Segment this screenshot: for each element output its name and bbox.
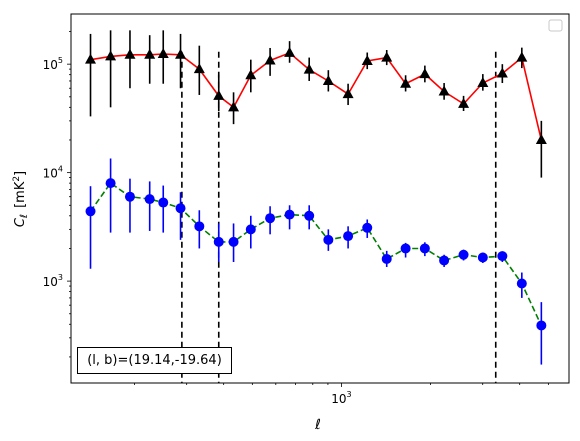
y-axis-label-symbol: C bbox=[13, 217, 28, 227]
triangle-marker bbox=[477, 77, 489, 88]
circle-marker bbox=[228, 236, 239, 247]
circle-marker bbox=[343, 231, 354, 242]
triangle-marker bbox=[264, 54, 276, 65]
circle-marker bbox=[536, 320, 547, 331]
circle-marker bbox=[124, 191, 135, 202]
circle-marker bbox=[245, 224, 256, 235]
vertical-lines bbox=[181, 51, 497, 383]
triangle-marker bbox=[342, 88, 354, 99]
triangle-marker bbox=[245, 69, 257, 80]
annotation-text: (l, b)=(19.14,-19.64) bbox=[87, 353, 222, 368]
triangle-marker bbox=[193, 63, 205, 74]
circle-marker bbox=[175, 203, 186, 214]
x-tick-label: 103 bbox=[331, 390, 351, 406]
triangle-marker bbox=[175, 48, 187, 59]
circle-marker bbox=[304, 210, 315, 221]
circle-marker bbox=[144, 194, 155, 205]
y-axis-label: Cℓ [mK2] bbox=[12, 171, 30, 227]
x-tick-label-base: 10 bbox=[331, 392, 346, 406]
triangle-marker bbox=[535, 133, 547, 144]
circle-marker bbox=[439, 255, 450, 266]
triangle-marker bbox=[381, 51, 393, 62]
circle-marker bbox=[381, 253, 392, 264]
y-tick-label-base: 10 bbox=[43, 275, 58, 289]
circle-marker bbox=[362, 222, 373, 233]
triangle-marker bbox=[303, 63, 315, 74]
annotation-box: (l, b)=(19.14,-19.64) bbox=[77, 347, 232, 374]
triangle-marker bbox=[458, 97, 470, 108]
circle-marker bbox=[85, 206, 96, 217]
y-tick-label-base: 10 bbox=[43, 167, 58, 181]
y-tick-label-exponent: 5 bbox=[58, 56, 63, 65]
circle-marker bbox=[158, 197, 169, 208]
legend-box bbox=[548, 19, 563, 32]
y-tick-label: 103 bbox=[43, 273, 63, 289]
circle-marker bbox=[265, 213, 276, 224]
y-tick-label-exponent: 4 bbox=[58, 165, 63, 174]
triangle-marker bbox=[516, 51, 528, 62]
triangle-marker bbox=[496, 67, 508, 78]
y-tick-label-base: 10 bbox=[43, 58, 58, 72]
triangle-marker bbox=[228, 101, 240, 112]
circle-marker bbox=[497, 251, 508, 262]
circle-marker bbox=[516, 278, 527, 289]
circle-marker bbox=[284, 209, 295, 220]
y-axis-label-unit: [mK bbox=[13, 181, 28, 208]
y-tick-label: 105 bbox=[43, 56, 63, 72]
triangle-marker bbox=[400, 77, 412, 88]
series-line-2 bbox=[89, 181, 543, 326]
circle-marker bbox=[458, 249, 469, 260]
y-tick-label-exponent: 3 bbox=[58, 273, 63, 282]
triangle-marker bbox=[157, 48, 169, 59]
circle-marker bbox=[105, 178, 116, 189]
triangle-marker bbox=[213, 89, 225, 100]
triangle-marker bbox=[419, 68, 431, 79]
circle-marker bbox=[213, 236, 224, 247]
triangle-marker bbox=[85, 53, 97, 64]
y-axis-label-unit-end: ] bbox=[13, 171, 28, 176]
circle-marker bbox=[400, 243, 411, 254]
plot-frame bbox=[70, 13, 570, 384]
triangle-marker bbox=[322, 74, 334, 85]
circle-marker bbox=[194, 221, 205, 232]
circle-marker bbox=[419, 243, 430, 254]
series-lines bbox=[89, 51, 543, 326]
series-line-1 bbox=[90, 51, 543, 141]
error-bars bbox=[89, 30, 543, 365]
y-axis-label-subscript: ℓ bbox=[19, 214, 30, 218]
triangle-marker bbox=[105, 50, 117, 61]
y-axis-label-unit-sup: 2 bbox=[12, 176, 22, 182]
x-axis-label: ℓ bbox=[314, 417, 321, 433]
y-tick-label: 104 bbox=[43, 165, 63, 181]
triangle-marker bbox=[144, 48, 156, 59]
triangle-marker bbox=[361, 54, 373, 65]
triangle-marker bbox=[124, 48, 136, 59]
circle-marker bbox=[323, 234, 334, 245]
circle-marker bbox=[477, 252, 488, 263]
x-tick-label-exponent: 3 bbox=[347, 390, 352, 399]
data-markers bbox=[85, 46, 547, 331]
triangle-marker bbox=[284, 46, 296, 57]
triangle-marker bbox=[438, 85, 450, 96]
